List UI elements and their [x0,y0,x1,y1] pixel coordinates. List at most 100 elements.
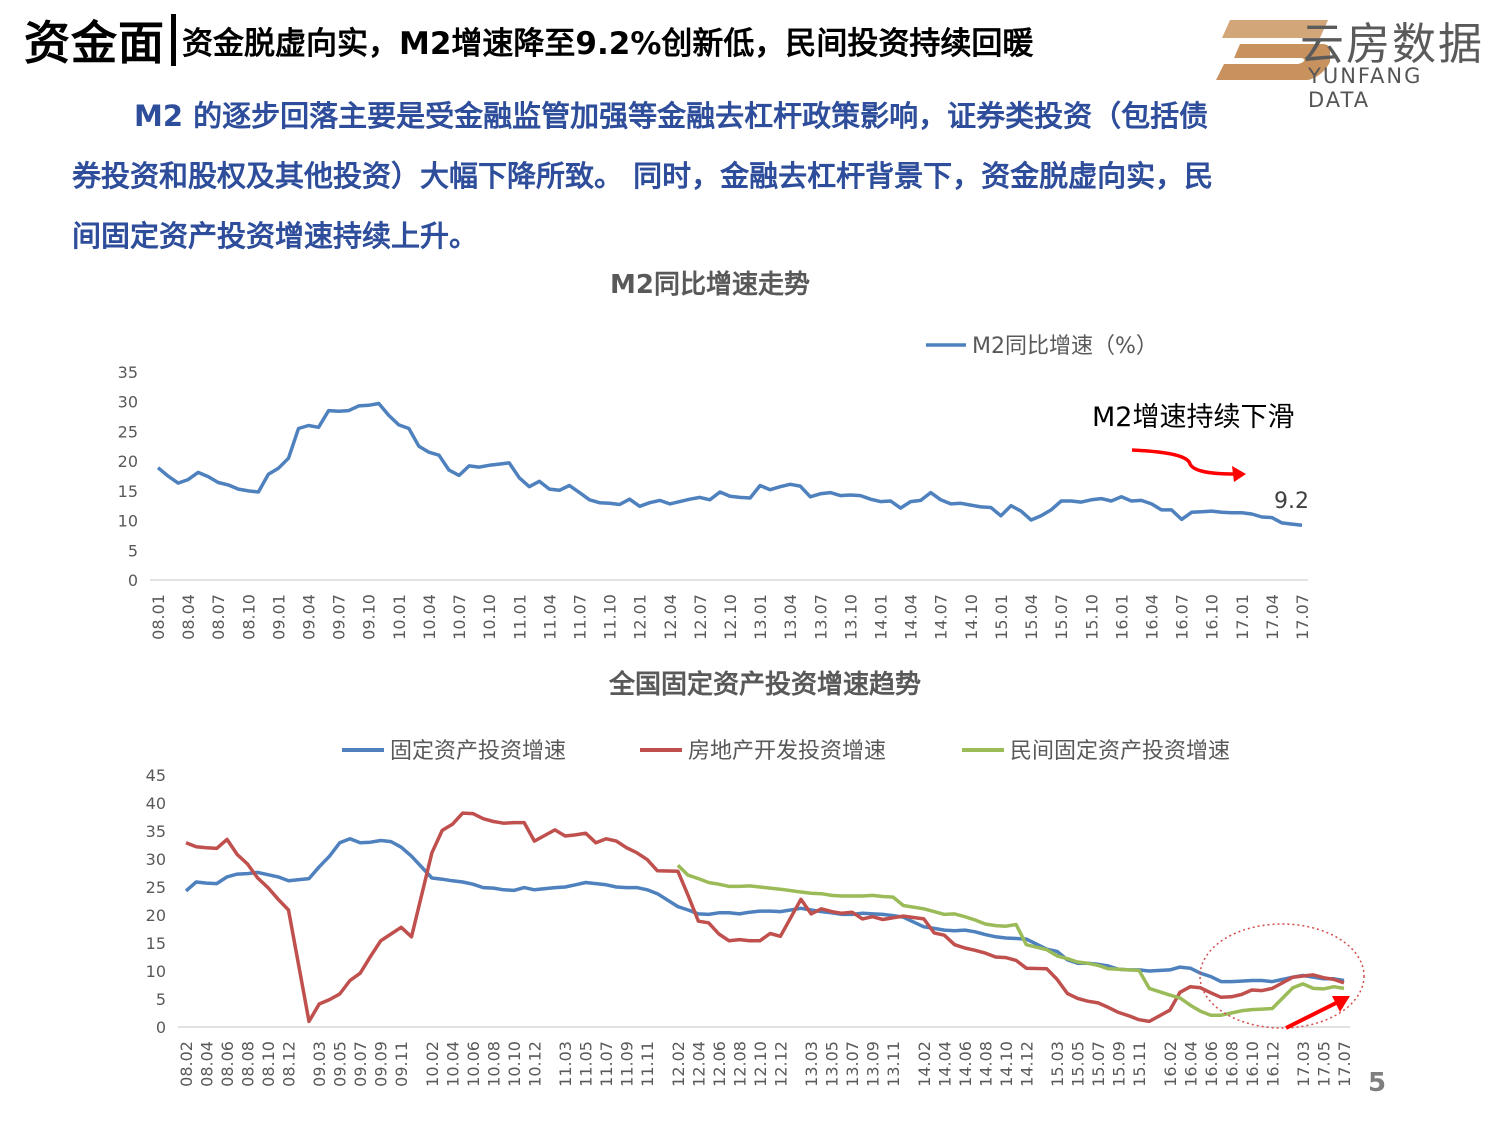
logo-mark-icon [1216,20,1330,80]
m2-chart-x-tick-label: 11.10 [601,594,620,640]
fai-chart-y-tick-label: 30 [146,850,166,869]
fai-chart-x-tick-label: 16.06 [1202,1041,1221,1087]
m2-chart-x-tick-label: 08.04 [179,594,198,640]
fai-chart-y-tick-label: 25 [146,878,166,897]
m2-chart-x-tick-label: 14.10 [962,594,981,640]
fai-chart-x-tick-label: 08.10 [259,1041,278,1087]
m2-chart-y-tick-label: 10 [118,512,138,531]
fai-chart-x-tick-label: 14.12 [1017,1041,1036,1087]
m2-chart-x-tick-label: 11.04 [540,594,559,640]
fai-chart-x-tick-label: 09.05 [331,1041,350,1087]
logo-chinese-text: 云房数据 [1300,19,1484,70]
fai-chart-x-tick-label: 13.05 [823,1041,842,1087]
fai-chart-x-tick-label: 16.02 [1161,1041,1180,1087]
fai-chart-x-tick-label: 14.08 [976,1041,995,1087]
summary-line-2: 券投资和股权及其他投资）大幅下降所致。 同时，金融去杠杆背景下，资金脱虚向实，民 [72,159,1214,193]
fai-chart-x-tick-label: 14.02 [915,1041,934,1087]
fai-chart-x-tick-label: 11.11 [638,1041,657,1087]
fai-chart-x-tick-label: 17.03 [1294,1041,1313,1087]
fai-chart-x-tick-label: 14.10 [997,1041,1016,1087]
fai-chart-x-tick-label: 16.10 [1243,1041,1262,1087]
slide-header: 资金面 资金脱虚向实，M2增速降至9.2%创新低，民间投资持续回暖 [24,8,1033,72]
fai-chart-x-tick-label: 17.05 [1315,1041,1334,1087]
fai-chart-x-tick-label: 08.02 [177,1041,196,1087]
summary-line-1-text: M2 的逐步回落主要是受金融监管加强等金融去杠杆政策影响，证券类投资（包括债 [134,99,1209,133]
real-estate-series-line [185,811,1345,1024]
fai-chart-x-tick-label: 10.12 [525,1041,544,1087]
m2-chart-x-tick-label: 13.01 [751,594,770,640]
fai-chart-x-tick-label: 16.04 [1181,1041,1200,1087]
fai-chart-x-tick-label: 10.08 [484,1041,503,1087]
fai-chart-x-tick-label: 16.12 [1263,1041,1282,1087]
fai-chart-x-tick-label: 10.04 [443,1041,462,1087]
fai-chart-x-tick-label: 09.11 [392,1041,411,1087]
m2-chart-x-tick-label: 09.07 [330,594,349,640]
fai-chart-x-tick-label: 12.06 [710,1041,729,1087]
m2-chart-x-tick-label: 16.10 [1203,594,1222,640]
real-estate-legend-label: 房地产开发投资增速 [688,739,886,764]
m2-chart-y-tick-label: 25 [118,422,138,441]
m2-chart-x-tick-label: 08.10 [239,594,258,640]
m2-chart-x-tick-label: 12.01 [631,594,650,640]
fai-series-line [184,837,1345,984]
header-divider [171,14,176,66]
m2-chart-title: M2同比增速走势 [610,270,810,300]
fai-chart-x-tick-label: 14.04 [935,1041,954,1087]
m2-chart-x-tick-label: 09.10 [360,594,379,640]
header-subtitle: 资金脱虚向实，M2增速降至9.2%创新低，民间投资持续回暖 [182,25,1034,62]
m2-chart-x-tick-label: 08.01 [149,594,168,640]
fai-chart-x-tick-label: 08.12 [279,1041,298,1087]
fai-chart-x-tick-label: 16.08 [1222,1041,1241,1087]
m2-trend-annotation: M2增速持续下滑 [1092,402,1294,433]
fai-chart-x-tick-label: 09.09 [372,1041,391,1087]
m2-chart-y-tick-label: 35 [118,363,138,382]
fai-chart-x-tick-label: 13.09 [864,1041,883,1087]
page-number: 5 [1368,1068,1387,1098]
m2-chart-x-tick-label: 08.07 [209,594,228,640]
m2-chart-x-tick-label: 10.07 [450,594,469,640]
m2-chart-x-tick-label: 10.04 [420,594,439,640]
m2-legend-label: M2同比增速（%） [972,334,1158,359]
fai-chart-y-tick-label: 20 [146,906,166,925]
m2-chart-x-tick-label: 13.07 [811,594,830,640]
fai-chart-x-tick-label: 15.11 [1130,1041,1149,1087]
m2-chart-x-tick-label: 10.10 [480,594,499,640]
fai-chart-y-tick-label: 10 [146,962,166,981]
m2-chart-x-tick-label: 11.07 [570,594,589,640]
m2-chart-x-tick-label: 15.10 [1082,594,1101,640]
private-fai-legend-label: 民间固定资产投资增速 [1010,739,1230,764]
summary-paragraph: M2 的逐步回落主要是受金融监管加强等金融去杠杆政策影响，证券类投资（包括债 券… [72,86,1402,266]
m2-chart-x-tick-label: 16.01 [1112,594,1131,640]
fai-chart-x-tick-label: 09.03 [310,1041,329,1087]
m2-chart-x-tick-label: 17.01 [1233,594,1252,640]
fai-chart-x-tick-label: 13.11 [884,1041,903,1087]
m2-chart: 0 5 10 15 20 25 30 35 08.01 08.04 08.07 08.10 09.01… [118,334,1312,640]
fai-chart-title: 全国固定资产投资增速趋势 [608,670,921,700]
fai-chart-x-tick-label: 10.02 [423,1041,442,1087]
fai-legend-label: 固定资产投资增速 [390,739,566,764]
m2-chart-x-tick-label: 13.10 [841,594,860,640]
highlight-circle [1199,923,1365,1029]
m2-series-line [156,401,1303,528]
fai-chart-x-tick-label: 14.06 [956,1041,975,1087]
fai-chart-x-tick-label: 15.09 [1110,1041,1129,1087]
fai-chart-x-tick-label: 12.10 [751,1041,770,1087]
fai-chart-x-tick-label: 15.03 [1048,1041,1067,1087]
m2-chart-x-tick-label: 16.04 [1142,594,1161,640]
rising-trend-arrow-icon [1285,996,1350,1030]
fai-chart-y-tick-label: 35 [146,822,166,841]
fai-chart-x-tick-label: 12.02 [669,1041,688,1087]
fai-chart-x-tick-label: 08.06 [218,1041,237,1087]
summary-line-1: M2 的逐步回落主要是受金融监管加强等金融去杠杆政策影响，证券类投资（包括债 [72,86,1402,146]
m2-chart-x-tick-label: 15.04 [1022,594,1041,640]
m2-chart-x-tick-label: 09.01 [269,594,288,640]
fai-chart-x-tick-label: 11.07 [597,1041,616,1087]
fai-chart-x-tick-label: 15.07 [1089,1041,1108,1087]
m2-chart-x-tick-label: 12.10 [721,594,740,640]
fai-chart-x-tick-label: 12.08 [730,1041,749,1087]
fai-chart-y-tick-label: 0 [156,1018,166,1037]
fai-chart-y-tick-label: 15 [146,934,166,953]
fai-chart-y-tick-label: 5 [156,990,166,1009]
fai-chart-x-tick-label: 08.04 [197,1041,216,1087]
